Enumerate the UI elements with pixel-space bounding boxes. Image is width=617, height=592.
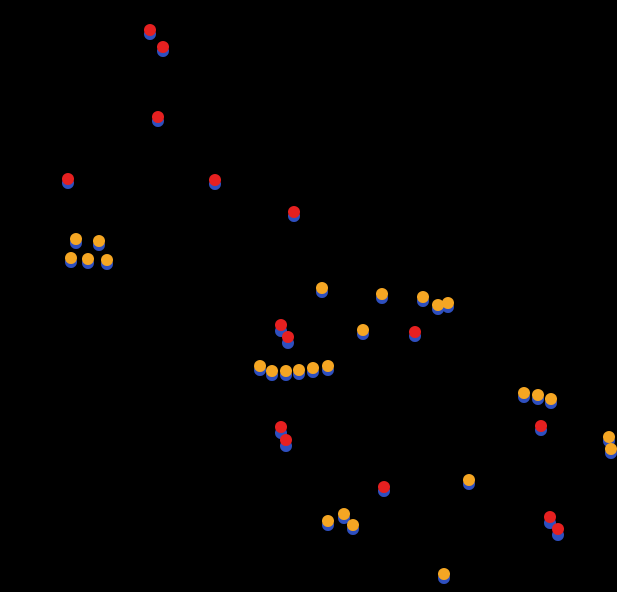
scatter-point-orange <box>101 254 113 266</box>
scatter-point-orange <box>438 568 450 580</box>
scatter-point-orange <box>376 288 388 300</box>
scatter-point-orange <box>532 389 544 401</box>
scatter-point-orange <box>605 443 617 455</box>
scatter-point-orange <box>518 387 530 399</box>
scatter-point-orange <box>93 235 105 247</box>
scatter-point-orange <box>347 519 359 531</box>
scatter-point-orange <box>442 297 454 309</box>
scatter-point-orange <box>316 282 328 294</box>
scatter-point-orange <box>338 508 350 520</box>
scatter-point-orange <box>322 515 334 527</box>
scatter-point-red <box>62 173 74 185</box>
scatter-point-orange <box>293 364 305 376</box>
scatter-point-red <box>288 206 300 218</box>
scatter-point-orange <box>463 474 475 486</box>
scatter-point-orange <box>254 360 266 372</box>
scatter-point-orange <box>322 360 334 372</box>
scatter-point-red <box>282 331 294 343</box>
scatter-point-orange <box>70 233 82 245</box>
scatter-point-orange <box>357 324 369 336</box>
scatter-point-red <box>378 481 390 493</box>
scatter-point-orange <box>82 253 94 265</box>
scatter-point-orange <box>307 362 319 374</box>
scatter-point-red <box>157 41 169 53</box>
scatter-point-orange <box>280 365 292 377</box>
scatter-point-orange <box>545 393 557 405</box>
scatter-point-red <box>280 434 292 446</box>
scatter-chart <box>0 0 617 592</box>
scatter-point-orange <box>417 291 429 303</box>
scatter-point-red <box>409 326 421 338</box>
scatter-point-red <box>152 111 164 123</box>
scatter-point-red <box>275 319 287 331</box>
scatter-point-orange <box>603 431 615 443</box>
scatter-point-red <box>552 523 564 535</box>
scatter-point-red <box>275 421 287 433</box>
scatter-point-red <box>209 174 221 186</box>
scatter-point-orange <box>65 252 77 264</box>
scatter-point-red <box>144 24 156 36</box>
scatter-point-orange <box>266 365 278 377</box>
scatter-point-red <box>535 420 547 432</box>
scatter-point-red <box>544 511 556 523</box>
